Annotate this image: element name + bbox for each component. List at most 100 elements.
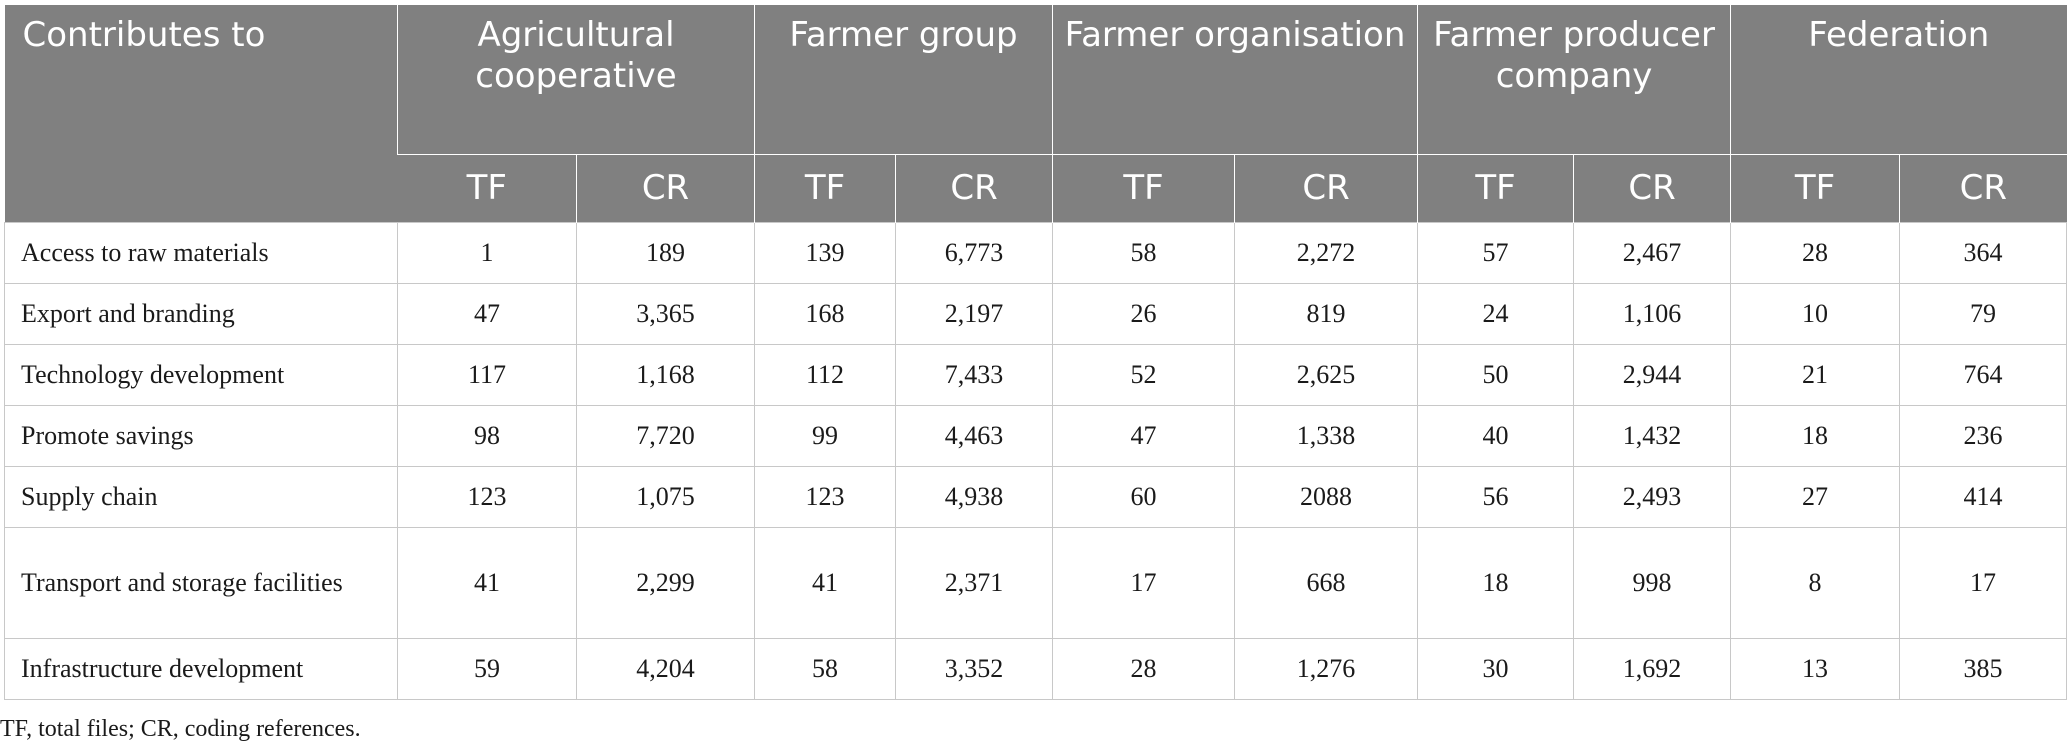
cell-cr: 79 [1899, 283, 2067, 345]
cell-tf: 47 [397, 283, 577, 345]
cell-tf: 56 [1417, 466, 1575, 528]
cell-tf: 58 [754, 638, 897, 700]
cell-cr: 2,299 [575, 527, 756, 639]
cell-tf: 40 [1417, 405, 1575, 467]
cell-cr: 3,365 [575, 283, 756, 345]
cell-cr: 364 [1899, 222, 2067, 284]
cell-tf: 60 [1052, 466, 1236, 528]
cell-tf: 28 [1052, 638, 1236, 700]
cell-tf: 41 [754, 527, 897, 639]
row-label: Access to raw materials [4, 222, 398, 284]
sub-header: CR [895, 154, 1053, 223]
cell-cr: 4,463 [895, 405, 1054, 467]
row-label: Infrastructure development [4, 638, 398, 700]
cell-cr: 2,197 [895, 283, 1054, 345]
row-label: Transport and storage facilities [4, 527, 398, 639]
cell-tf: 10 [1730, 283, 1901, 345]
cell-cr: 2,272 [1234, 222, 1419, 284]
cell-cr: 1,338 [1234, 405, 1419, 467]
data-table-container: Contributes to Agricultural cooperative … [4, 4, 2067, 700]
cell-tf: 123 [397, 466, 577, 528]
cell-tf: 24 [1417, 283, 1575, 345]
row-label: Technology development [4, 344, 398, 406]
cell-tf: 27 [1730, 466, 1901, 528]
cell-tf: 17 [1052, 527, 1236, 639]
group-header-federation: Federation [1730, 4, 2067, 155]
sub-header: CR [1899, 154, 2067, 223]
cell-tf: 168 [754, 283, 897, 345]
cell-cr: 189 [575, 222, 756, 284]
row-label: Supply chain [4, 466, 398, 528]
cell-cr: 414 [1899, 466, 2067, 528]
cell-cr: 4,204 [575, 638, 756, 700]
cell-cr: 7,433 [895, 344, 1054, 406]
sub-header: TF [754, 154, 896, 223]
cell-cr: 1,168 [575, 344, 756, 406]
group-header-farmer-producer-company: Farmer producer company [1417, 4, 1731, 155]
cell-tf: 41 [397, 527, 577, 639]
cell-cr: 2,371 [895, 527, 1054, 639]
cell-tf: 47 [1052, 405, 1236, 467]
cell-cr: 764 [1899, 344, 2067, 406]
cell-cr: 1,106 [1573, 283, 1732, 345]
cell-tf: 52 [1052, 344, 1236, 406]
cell-tf: 1 [397, 222, 577, 284]
table-body: Access to raw materials 1 189 139 6,773 58 2,2… [4, 222, 2067, 700]
table-footnote: TF, total files; CR, coding references. [0, 716, 361, 742]
cell-tf: 26 [1052, 283, 1236, 345]
cell-cr: 1,432 [1573, 405, 1732, 467]
cell-tf: 8 [1730, 527, 1901, 639]
cell-cr: 4,938 [895, 466, 1054, 528]
sub-header: CR [575, 154, 755, 223]
cell-tf: 18 [1417, 527, 1575, 639]
contributions-table: Contributes to Agricultural cooperative … [4, 4, 2067, 700]
cell-cr: 3,352 [895, 638, 1054, 700]
sub-header: TF [1052, 154, 1235, 223]
cell-tf: 123 [754, 466, 897, 528]
sub-header-row: TF CR TF CR TF CR TF CR TF CR [5, 154, 2067, 223]
cell-tf: 58 [1052, 222, 1236, 284]
cell-cr: 2,467 [1573, 222, 1732, 284]
cell-cr: 998 [1573, 527, 1732, 639]
cell-cr: 2,944 [1573, 344, 1732, 406]
row-label: Promote savings [4, 405, 398, 467]
cell-tf: 30 [1417, 638, 1575, 700]
cell-tf: 99 [754, 405, 897, 467]
cell-cr: 1,075 [575, 466, 756, 528]
cell-cr: 2,625 [1234, 344, 1419, 406]
cell-tf: 59 [397, 638, 577, 700]
group-header-agricultural-cooperative: Agricultural cooperative [396, 4, 755, 155]
cell-tf: 117 [397, 344, 577, 406]
cell-cr: 236 [1899, 405, 2067, 467]
cell-tf: 13 [1730, 638, 1901, 700]
table-row: Infrastructure development 59 4,204 58 3,352… [4, 638, 2067, 700]
group-header-farmer-organisation: Farmer organisation [1052, 4, 1418, 155]
row-label: Export and branding [4, 283, 398, 345]
cell-cr: 6,773 [895, 222, 1054, 284]
sub-header: TF [397, 154, 577, 223]
table-row: Supply chain 123 1,075 123 4,938 60 2088 56 2,49… [4, 466, 2067, 528]
cell-tf: 112 [754, 344, 897, 406]
sub-header: TF [1417, 154, 1574, 223]
cell-cr: 2088 [1234, 466, 1419, 528]
cell-tf: 18 [1730, 405, 1901, 467]
group-header-farmer-group: Farmer group [754, 4, 1053, 155]
cell-tf: 28 [1730, 222, 1901, 284]
cell-cr: 2,493 [1573, 466, 1732, 528]
cell-tf: 50 [1417, 344, 1575, 406]
table-row: Access to raw materials 1 189 139 6,773 58 2,2… [4, 222, 2067, 284]
cell-cr: 7,720 [575, 405, 756, 467]
cell-cr: 668 [1234, 527, 1419, 639]
cell-tf: 139 [754, 222, 897, 284]
cell-cr: 1,692 [1573, 638, 1732, 700]
sub-header: TF [1730, 154, 1900, 223]
corner-header: Contributes to [4, 4, 398, 223]
cell-cr: 819 [1234, 283, 1419, 345]
cell-cr: 17 [1899, 527, 2067, 639]
cell-tf: 57 [1417, 222, 1575, 284]
table-row: Technology development 117 1,168 112 7,433 52… [4, 344, 2067, 406]
table-row: Export and branding 47 3,365 168 2,197 26 819 2… [4, 283, 2067, 345]
table-row: Promote savings 98 7,720 99 4,463 47 1,338 40 1,… [4, 405, 2067, 467]
sub-header: CR [1573, 154, 1731, 223]
group-header-row: Contributes to Agricultural cooperative … [4, 4, 2067, 223]
